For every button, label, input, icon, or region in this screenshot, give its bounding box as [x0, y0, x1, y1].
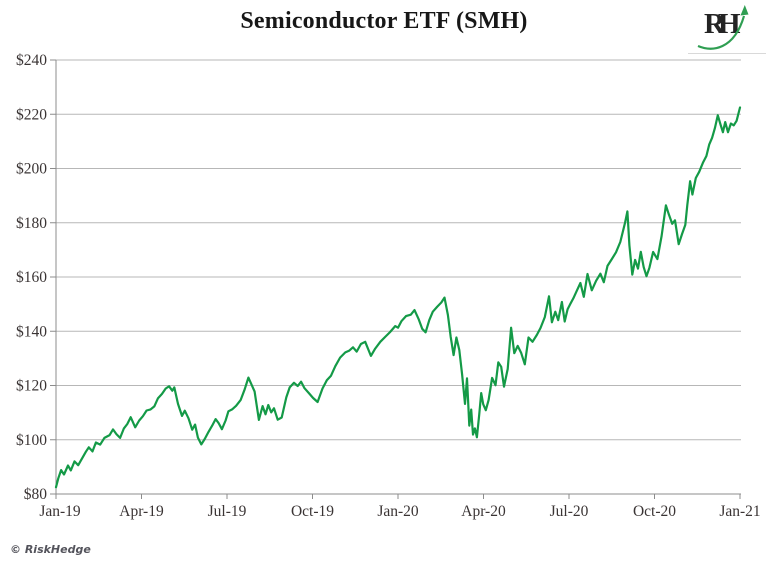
y-axis-label: $140 [16, 323, 47, 340]
y-axis-label: $200 [16, 161, 47, 178]
x-axis-label: Oct-19 [291, 503, 334, 520]
x-axis-label: Oct-20 [633, 503, 676, 520]
y-axis-label: $220 [16, 106, 47, 123]
riskhedge-logo: RH [696, 2, 758, 54]
y-axis-label: $180 [16, 215, 47, 232]
y-axis-label: $100 [16, 432, 47, 449]
x-axis-label: Jan-19 [39, 503, 81, 520]
price-line-series [54, 106, 742, 489]
y-axis-label: $240 [16, 52, 47, 69]
copyright-text: © RiskHedge [10, 543, 91, 556]
x-axis-label: Jul-19 [208, 503, 247, 520]
y-axis-label: $80 [24, 486, 48, 503]
logo-divider-line [688, 53, 766, 54]
x-axis-label: Apr-19 [119, 503, 164, 520]
chart-title: Semiconductor ETF (SMH) [240, 8, 528, 34]
y-axis-label: $120 [16, 378, 47, 395]
x-axis-label: Apr-20 [461, 503, 506, 520]
logo-arrow-icon [697, 5, 749, 50]
x-axis-label: Jan-20 [377, 503, 419, 520]
x-axis-label: Jul-20 [550, 503, 589, 520]
y-axis-label: $160 [16, 269, 47, 286]
x-axis-label: Jan-21 [719, 503, 760, 520]
